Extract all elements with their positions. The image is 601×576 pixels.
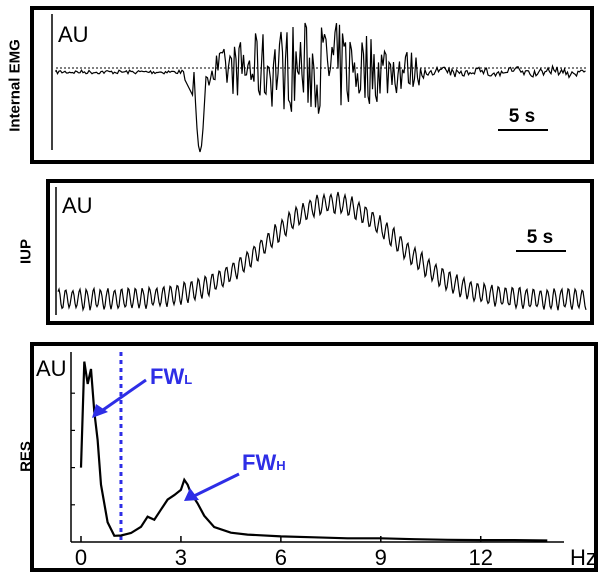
fw-high-sub: H (276, 458, 285, 473)
fw-low-sub: L (184, 372, 192, 387)
res-au-label: AU (36, 356, 67, 381)
res-x-tick-label: 6 (275, 545, 287, 568)
res-x-tick-label: 3 (175, 545, 187, 568)
res-x-tick-label: 12 (468, 545, 492, 568)
iup-trace (57, 191, 587, 313)
emg-scale-bar-label: 5 s (509, 106, 535, 127)
iup-panel: AU 5 s (46, 179, 594, 325)
res-tick-group: 0 3 6 9 12 (71, 392, 493, 568)
res-plot: 0 3 6 9 12 AU Hz FWL FWH (36, 352, 594, 568)
emg-trace (55, 22, 586, 153)
iup-au-label: AU (62, 193, 93, 218)
fw-high-annotation: FWH (184, 450, 286, 501)
fw-high-arrow (193, 472, 240, 498)
fw-low-annotation: FWL (92, 364, 192, 418)
res-x-tick-label: 0 (75, 545, 87, 568)
fw-high-main: FW (242, 450, 276, 475)
emg-au-label: AU (58, 22, 89, 47)
res-x-unit-label: Hz (570, 545, 594, 568)
iup-side-label: IUP (17, 239, 35, 265)
res-side-label: RES (17, 441, 35, 472)
fw-low-arrowhead (92, 404, 108, 418)
iup-plot: AU 5 s (55, 187, 587, 315)
svg-text:FWL: FWL (150, 364, 192, 389)
fw-low-arrow (99, 378, 147, 414)
res-x-tick-label: 9 (375, 545, 387, 568)
emg-plot: AU 5 s (51, 14, 586, 153)
emg-panel: AU 5 s (30, 6, 594, 164)
fw-low-main: FW (150, 364, 184, 389)
res-panel: 0 3 6 9 12 AU Hz FWL FWH (30, 342, 598, 572)
fw-high-arrowhead (184, 488, 199, 501)
svg-text:FWH: FWH (242, 450, 286, 475)
iup-scale-bar-label: 5 s (527, 227, 553, 248)
res-spectrum-trace (79, 361, 548, 542)
emg-side-label: Internal EMG (6, 39, 24, 132)
